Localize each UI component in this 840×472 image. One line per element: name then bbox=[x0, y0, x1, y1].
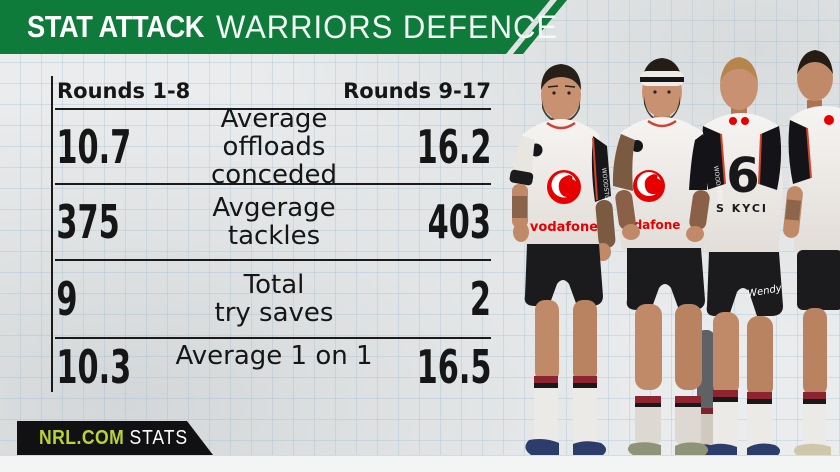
divider bbox=[55, 183, 491, 185]
stat-label: Avgerage tackles bbox=[153, 194, 395, 250]
stat-label-line: Avgerage bbox=[212, 193, 336, 223]
stat-label-line: tackles bbox=[227, 221, 321, 251]
bottom-margin-strip bbox=[0, 455, 840, 472]
stats-table: Rounds 1-8 Rounds 9-17 10.7 Average offl… bbox=[51, 76, 491, 396]
page-title-bold: STAT ATTACK bbox=[27, 9, 204, 44]
divider bbox=[55, 259, 491, 261]
stat-label-line: Total bbox=[243, 270, 305, 300]
table-row: 10.3 Average 1 on 1 16.5 bbox=[55, 339, 491, 395]
table-row: 10.7 Average offloads conceded 16.2 bbox=[55, 105, 491, 189]
player-3: WOODSTOCK 6 S KYCI Wendy bbox=[701, 57, 784, 456]
sleeve-sponsor-text: WOODSTOCK bbox=[712, 165, 724, 207]
stat-label-line: conceded bbox=[211, 159, 337, 190]
source-badge: NRL.COM STATS bbox=[17, 421, 213, 455]
stat-value-right: 16.2 bbox=[416, 119, 491, 174]
stat-label-line: Average 1 on 1 bbox=[175, 341, 373, 371]
stat-value-left: 375 bbox=[56, 195, 120, 249]
stat-value-right: 2 bbox=[469, 272, 491, 326]
stat-label: Total try saves bbox=[89, 271, 459, 327]
nrl-logo: NRL.COM bbox=[39, 427, 125, 449]
stat-label: Average 1 on 1 bbox=[171, 342, 378, 370]
stat-value-left: 10.7 bbox=[56, 119, 132, 174]
stat-value-right: 16.5 bbox=[416, 340, 491, 394]
divider bbox=[55, 108, 491, 110]
stat-label-line: Average offloads bbox=[220, 103, 328, 162]
jersey-sponsor-text: vodafone bbox=[530, 220, 598, 235]
stat-value-left: 9 bbox=[56, 272, 78, 326]
players-photo: WOODSTOCK 6 S KYCI Wendy bbox=[509, 50, 840, 456]
jersey-sponsor-text: dafone bbox=[634, 218, 681, 232]
table-row: 375 Avgerage tackles 403 bbox=[55, 185, 491, 259]
header: STAT ATTACK WARRIORS DEFENCE bbox=[0, 0, 600, 54]
player-4 bbox=[783, 50, 840, 456]
stat-value-left: 10.3 bbox=[56, 340, 132, 394]
badge-suffix-text: STATS bbox=[129, 427, 188, 449]
table-header: Rounds 1-8 Rounds 9-17 bbox=[57, 76, 491, 106]
player-2: dafone bbox=[612, 58, 710, 455]
column-header-right: Rounds 9-17 bbox=[343, 79, 491, 103]
table-row: 9 Total try saves 2 bbox=[55, 261, 491, 337]
column-header-left: Rounds 1-8 bbox=[57, 79, 191, 103]
stat-label: Average offloads conceded bbox=[171, 105, 378, 189]
back-sponsor-text: S KYCI bbox=[716, 202, 768, 215]
divider bbox=[55, 337, 491, 339]
stat-label-line: try saves bbox=[214, 298, 334, 328]
sleeve-sponsor-text: WOODSTOCK bbox=[600, 167, 611, 209]
jersey-number: 6 bbox=[726, 148, 759, 204]
stat-value-right: 403 bbox=[427, 195, 491, 249]
header-banner bbox=[0, 0, 550, 54]
page-title-light: WARRIORS DEFENCE bbox=[216, 9, 559, 45]
player-1: WOODSTOCK vodafone bbox=[509, 64, 616, 455]
